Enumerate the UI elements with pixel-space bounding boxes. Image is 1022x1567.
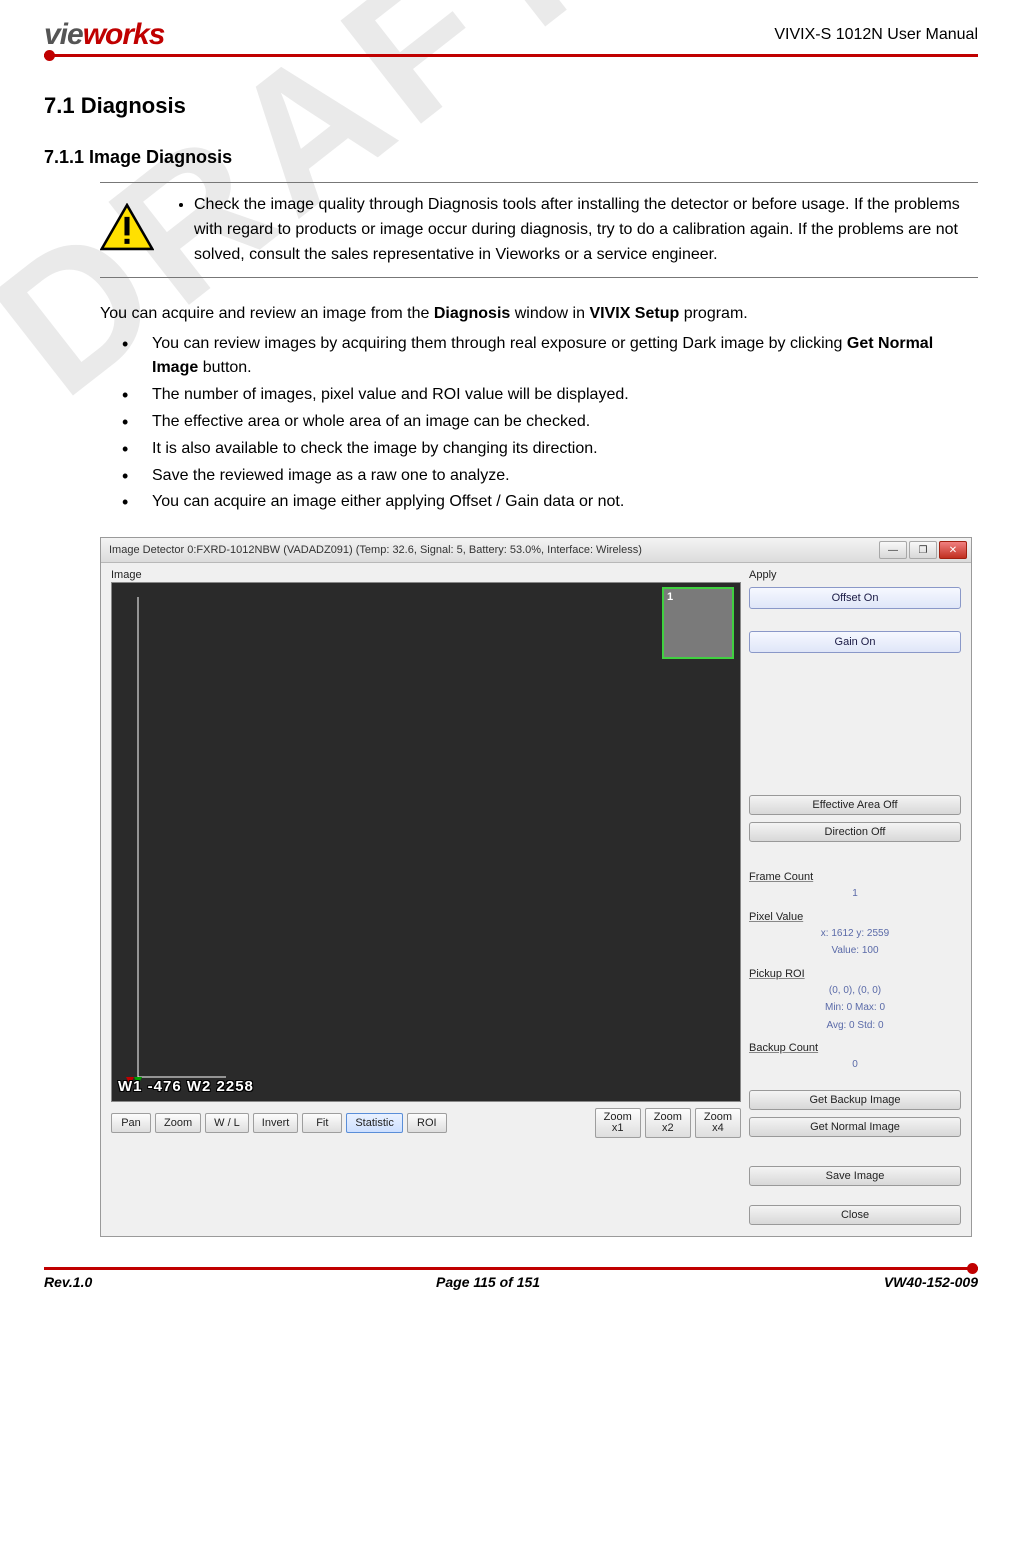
- doc-title: VIVIX-S 1012N User Manual: [774, 26, 978, 44]
- offset-on-button[interactable]: Offset On: [749, 587, 961, 609]
- bullet-4: Save the reviewed image as a raw one to …: [122, 464, 978, 489]
- footer-rev: Rev.1.0: [44, 1274, 92, 1290]
- intro-mid: window in: [510, 305, 589, 322]
- bottom-toolbar: Pan Zoom W / L Invert Fit Statistic ROI …: [111, 1108, 741, 1138]
- image-column: Image 1 W1 -476 W2: [111, 569, 741, 1228]
- thumbnail-strip: 1: [662, 587, 736, 659]
- diagnosis-window: Image Detector 0:FXRD-1012NBW (VADADZ091…: [100, 537, 972, 1237]
- zoom-x4-button[interactable]: Zoom x4: [695, 1108, 741, 1138]
- footer-page: Page 115 of 151: [436, 1274, 540, 1290]
- window-title-text: Image Detector 0:FXRD-1012NBW (VADADZ091…: [109, 544, 642, 556]
- intro-bold-diagnosis: Diagnosis: [434, 305, 510, 322]
- zoom-x1-button[interactable]: Zoom x1: [595, 1108, 641, 1138]
- page-header: vieworks VIVIX-S 1012N User Manual: [44, 18, 978, 52]
- invert-button[interactable]: Invert: [253, 1113, 299, 1133]
- warning-icon: [100, 203, 154, 251]
- pickup-roi-coords: (0, 0), (0, 0): [749, 985, 961, 998]
- apply-label: Apply: [749, 569, 961, 581]
- bullet-0-post: button.: [198, 359, 251, 376]
- section-7-1-1-heading: 7.1.1 Image Diagnosis: [44, 147, 978, 168]
- bullet-1: The number of images, pixel value and RO…: [122, 383, 978, 408]
- statistic-button[interactable]: Statistic: [346, 1113, 403, 1133]
- roi-button[interactable]: ROI: [407, 1113, 447, 1133]
- pixel-value-xy: x: 1612 y: 2559: [749, 928, 961, 941]
- intro-paragraph: You can acquire and review an image from…: [100, 302, 978, 325]
- zoom-button[interactable]: Zoom: [155, 1113, 201, 1133]
- window-controls: — ❐ ✕: [879, 541, 967, 559]
- logo-suffix: works: [83, 18, 165, 51]
- histogram-axis-icon: [116, 587, 236, 1087]
- frame-count-value: 1: [749, 888, 961, 901]
- intro-bold-vivixsetup: VIVIX Setup: [589, 305, 679, 322]
- bullet-0-pre: You can review images by acquiring them …: [152, 335, 847, 352]
- direction-off-button[interactable]: Direction Off: [749, 822, 961, 842]
- zoom-x2-button[interactable]: Zoom x2: [645, 1108, 691, 1138]
- pixel-value-label: Pixel Value: [749, 911, 961, 923]
- warning-callout: Check the image quality through Diagnosi…: [100, 182, 978, 278]
- section-7-1-heading: 7.1 Diagnosis: [44, 93, 978, 119]
- close-dialog-button[interactable]: Close: [749, 1205, 961, 1225]
- feature-bullets: You can review images by acquiring them …: [122, 332, 978, 516]
- get-backup-image-button[interactable]: Get Backup Image: [749, 1090, 961, 1110]
- pickup-roi-label: Pickup ROI: [749, 968, 961, 980]
- intro-post: program.: [679, 305, 747, 322]
- minimize-button[interactable]: —: [879, 541, 907, 559]
- image-group-label: Image: [111, 569, 741, 581]
- bullet-5: You can acquire an image either applying…: [122, 490, 978, 515]
- close-button[interactable]: ✕: [939, 541, 967, 559]
- bullet-3: It is also available to check the image …: [122, 437, 978, 462]
- maximize-button[interactable]: ❐: [909, 541, 937, 559]
- fit-button[interactable]: Fit: [302, 1113, 342, 1133]
- window-body: Image 1 W1 -476 W2: [101, 563, 971, 1236]
- pan-button[interactable]: Pan: [111, 1113, 151, 1133]
- bullet-0: You can review images by acquiring them …: [122, 332, 978, 382]
- window-level-overlay: W1 -476 W2 2258: [118, 1078, 254, 1095]
- pickup-roi-minmax: Min: 0 Max: 0: [749, 1002, 961, 1015]
- thumbnail-1[interactable]: 1: [662, 587, 734, 659]
- backup-count-value: 0: [749, 1059, 961, 1072]
- backup-count-label: Backup Count: [749, 1042, 961, 1054]
- thumbnail-number: 1: [667, 591, 673, 603]
- footer-docnum: VW40-152-009: [884, 1274, 978, 1290]
- image-canvas[interactable]: 1 W1 -476 W2 2258: [111, 582, 741, 1102]
- warning-bullet: Check the image quality through Diagnosi…: [194, 193, 972, 267]
- header-rule: [44, 54, 978, 57]
- warning-text: Check the image quality through Diagnosi…: [176, 193, 972, 267]
- get-normal-image-button[interactable]: Get Normal Image: [749, 1117, 961, 1137]
- gain-on-button[interactable]: Gain On: [749, 631, 961, 653]
- intro-pre: You can acquire and review an image from…: [100, 305, 434, 322]
- pickup-roi-avgstd: Avg: 0 Std: 0: [749, 1020, 961, 1033]
- pixel-value-value: Value: 100: [749, 945, 961, 958]
- wl-button[interactable]: W / L: [205, 1113, 249, 1133]
- side-panel: Apply Offset On Gain On Effective Area O…: [749, 569, 961, 1228]
- logo-prefix: vie: [44, 18, 83, 51]
- footer-rule: [44, 1267, 978, 1270]
- logo-text: vieworks: [44, 18, 164, 52]
- page-footer: Rev.1.0 Page 115 of 151 VW40-152-009: [44, 1274, 978, 1290]
- effective-area-button[interactable]: Effective Area Off: [749, 795, 961, 815]
- bullet-2: The effective area or whole area of an i…: [122, 410, 978, 435]
- window-titlebar: Image Detector 0:FXRD-1012NBW (VADADZ091…: [101, 538, 971, 563]
- logo: vieworks: [44, 18, 164, 52]
- frame-count-label: Frame Count: [749, 871, 961, 883]
- save-image-button[interactable]: Save Image: [749, 1166, 961, 1186]
